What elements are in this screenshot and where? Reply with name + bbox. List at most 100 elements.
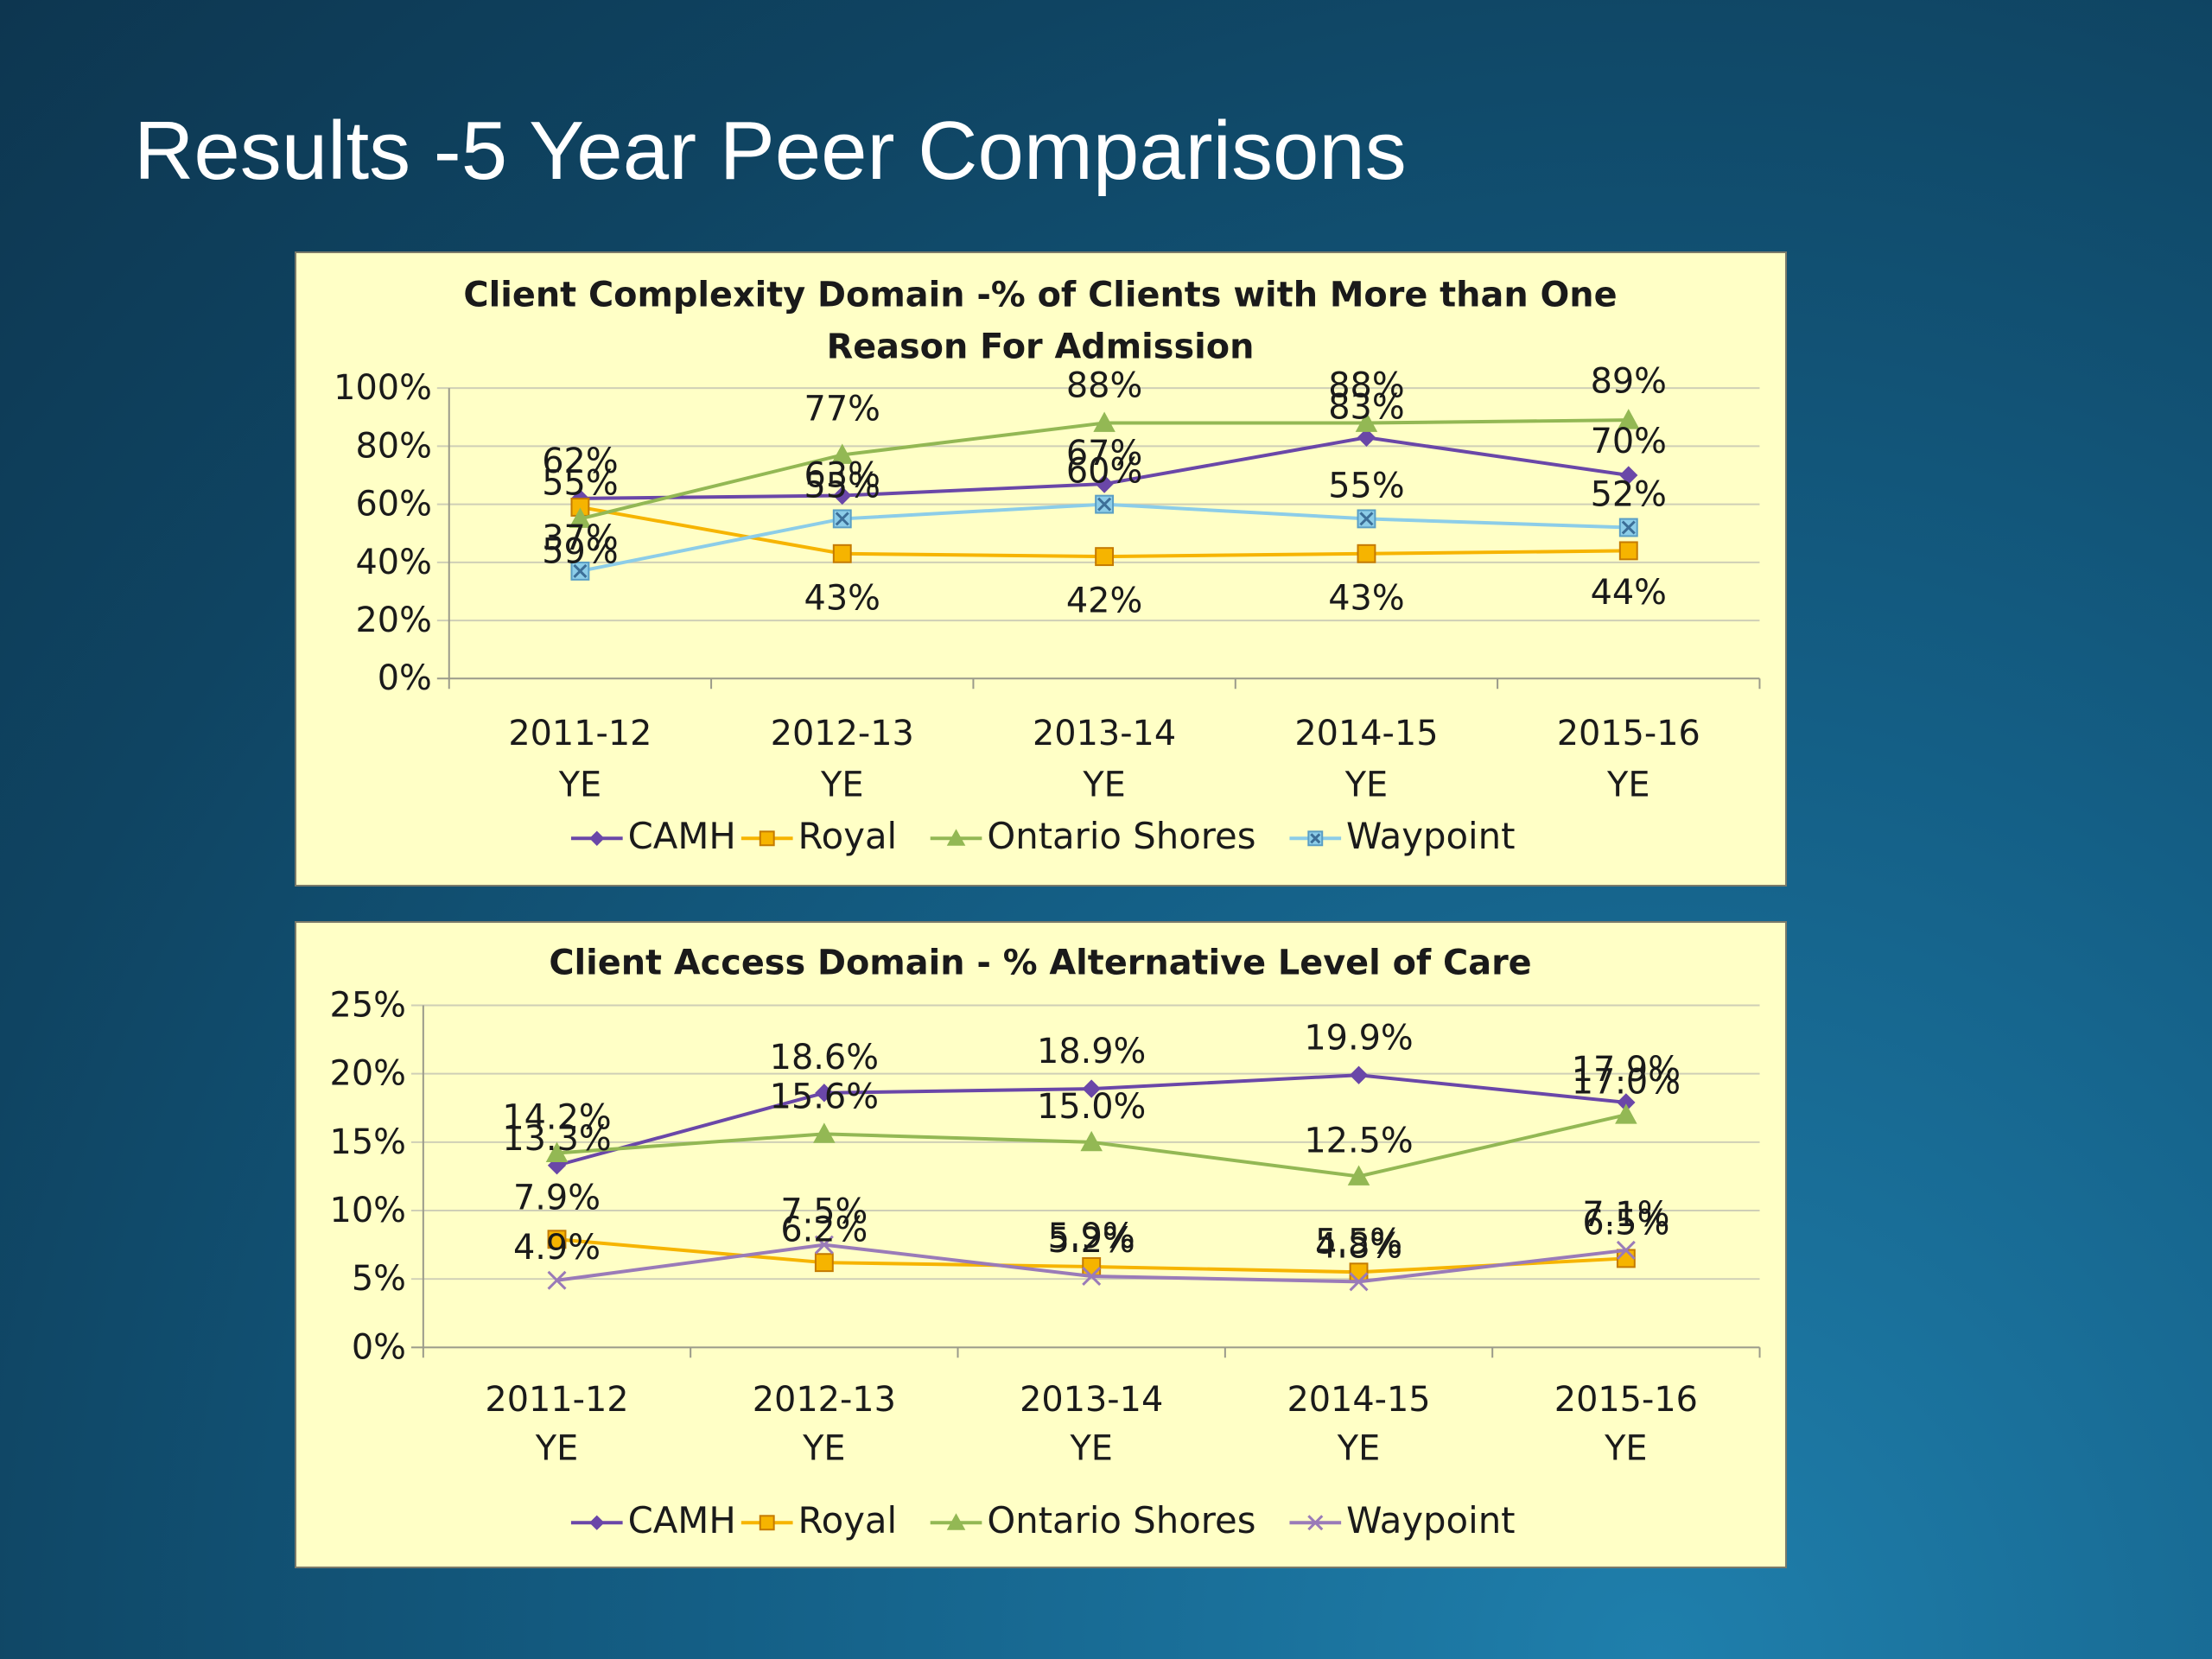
chart1-data-label: 70% [1591,422,1667,461]
chart2-legend-marker [759,1515,775,1531]
chart1-data-label: 43% [1328,578,1404,618]
chart1-data-label: 62% [542,442,618,481]
chart2-point-waypoint [1349,1272,1369,1292]
chart2-y-tick: 0% [352,1327,406,1367]
chart2-point-ontario-shores [545,1141,569,1162]
chart2-data-label: 7.1% [1582,1195,1669,1235]
chart1-x-tick-label: 2015-16 [1557,714,1700,753]
chart1-data-label: 55% [1328,467,1404,506]
chart1-data-label: 88% [1066,366,1142,406]
chart-client-access: Client Access Domain - % Alternative Lev… [295,921,1787,1568]
chart2-data-label: 7.5% [780,1192,868,1232]
chart1-legend-label: CAMH [628,815,736,857]
chart2-data-label: 18.6% [770,1038,879,1077]
chart2-data-label: 18.9% [1037,1032,1146,1071]
chart1-point-royal [1618,541,1638,561]
chart2-y-tick: 25% [330,985,406,1025]
chart1-y-tick: 40% [355,543,431,582]
chart1-legend-marker [1307,830,1324,847]
chart2-data-label: 4.8% [1315,1227,1402,1267]
chart2-data-label: 4.9% [513,1228,601,1268]
chart1-x-tick-label: 2013-14 [1033,714,1176,753]
chart1-data-label: 55% [542,464,618,504]
chart1-point-ontario-shores [830,443,854,464]
chart2-x-tick-label: YE [1069,1429,1112,1469]
chart2-x-tick-label: 2013-14 [1020,1380,1163,1420]
chart2-x-tick-label: 2012-13 [753,1380,896,1420]
chart2-point-waypoint [814,1235,834,1255]
chart2-x-tick-label: 2014-15 [1287,1380,1430,1420]
chart2-point-waypoint [547,1270,567,1290]
chart1-data-label: 44% [1591,573,1667,613]
chart1-y-tick: 0% [378,658,432,698]
chart2-point-ontario-shores [813,1122,836,1143]
chart2-legend-marker [946,1513,966,1530]
chart1-data-label: 42% [1066,582,1142,621]
chart2-y-tick: 20% [330,1054,406,1094]
chart1-data-label: 77% [804,390,880,429]
chart1-legend-marker [759,830,775,847]
chart1-title-line: Client Complexity Domain -% of Clients w… [463,276,1617,315]
slide-title: Results -5 Year Peer Comparisons [134,105,1407,197]
chart1-x-tick-label: 2012-13 [771,714,914,753]
chart2-point-royal [814,1253,834,1273]
chart2-y-tick: 15% [330,1122,406,1162]
chart2-data-label: 17.0% [1572,1062,1681,1102]
chart1-point-camh [1619,466,1638,485]
chart2-data-label: 19.9% [1304,1018,1413,1058]
chart2-point-camh [1082,1079,1101,1098]
chart2-point-waypoint [1616,1240,1636,1260]
chart1-data-label: 60% [1066,452,1142,492]
chart2-legend-label: CAMH [628,1499,736,1541]
chart2-data-label: 15.0% [1037,1087,1146,1127]
chart1-x-tick-label: 2011-12 [508,714,652,753]
chart1-data-label: 88% [1328,366,1404,406]
chart1-point-camh [1357,428,1376,447]
chart2-x-tick-label: YE [535,1429,578,1469]
chart2-point-royal [547,1230,567,1249]
chart2-data-label: 7.9% [513,1178,601,1217]
chart1-point-waypoint [1357,509,1376,529]
chart1-x-tick-label: YE [1082,766,1125,805]
chart1-legend-marker [589,830,605,846]
chart2-data-label: 5.2% [1048,1221,1135,1261]
chart2-legend-label: Waypoint [1346,1499,1515,1541]
chart1-data-label: 55% [804,467,880,506]
chart1-y-tick: 60% [355,485,431,524]
chart1-data-label: 37% [542,518,618,558]
chart2-legend-label: Royal [798,1499,898,1541]
chart1-point-waypoint [1618,518,1638,537]
chart1-data-label: 59% [542,532,618,572]
chart2-y-tick: 5% [352,1259,406,1299]
chart1-data-label: 52% [1591,475,1667,515]
chart2-legend-label: Ontario Shores [987,1499,1255,1541]
chart1-data-label: 43% [804,578,880,618]
chart1-title-line: Reason For Admission [827,327,1255,366]
chart1-data-label: 89% [1591,361,1667,401]
chart1-point-ontario-shores [569,507,592,528]
chart2-data-label: 13.3% [502,1119,611,1159]
chart2-y-tick: 10% [330,1191,406,1230]
chart2-data-label: 17.9% [1572,1050,1681,1090]
chart1-point-ontario-shores [1355,411,1378,432]
chart1-point-waypoint [832,509,852,529]
chart-client-complexity: Client Complexity Domain -% of Clients w… [295,251,1787,887]
chart1-point-royal [832,543,852,563]
chart1-point-waypoint [570,561,590,581]
chart2-data-label: 15.6% [770,1077,879,1116]
chart2-x-tick-label: 2011-12 [485,1380,628,1420]
chart2-x-tick-label: 2015-16 [1554,1380,1698,1420]
chart1-point-waypoint [1095,494,1115,514]
chart1-legend-marker [946,829,966,846]
chart2-data-label: 12.5% [1304,1122,1413,1161]
chart-client-access-svg: Client Access Domain - % Alternative Lev… [330,944,1761,1541]
chart1-y-tick: 100% [334,368,432,408]
chart1-x-tick-label: YE [820,766,863,805]
chart2-data-label: 6.2% [780,1210,868,1249]
chart2-point-ontario-shores [1080,1130,1103,1152]
chart2-point-ontario-shores [1347,1165,1370,1185]
chart2-legend-marker [1307,1515,1324,1531]
chart1-data-label: 67% [1066,434,1142,474]
chart1-point-camh [1095,474,1114,493]
chart1-point-camh [833,486,852,505]
